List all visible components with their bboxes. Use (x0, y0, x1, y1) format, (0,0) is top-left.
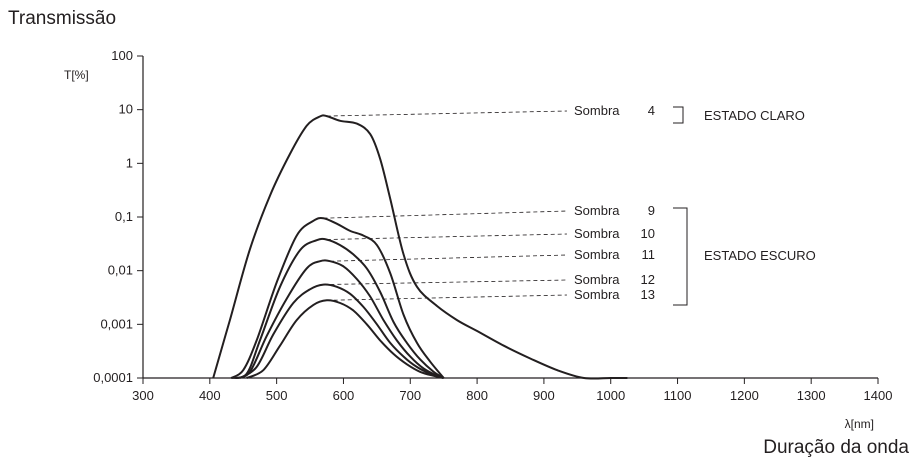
annotation-number: 4 (648, 103, 655, 118)
annotation-label: Sombra (574, 287, 620, 302)
x-tick-label: 400 (199, 388, 221, 403)
leader-line-sombra-10 (326, 233, 568, 240)
y-tick-label: 1 (126, 155, 133, 170)
leader-line-sombra-13 (326, 294, 568, 301)
y-axis-label: T[%] (64, 68, 89, 82)
x-tick-label: 1100 (664, 388, 692, 403)
bracket-estado-escuro (673, 207, 688, 306)
x-tick-label: 300 (132, 388, 154, 403)
y-tick-label: 0,001 (100, 316, 133, 331)
x-tick-label: 600 (333, 388, 355, 403)
y-tick-label: 0,0001 (93, 370, 133, 385)
annotation-number: 13 (641, 287, 655, 302)
series-line-sombra-9 (230, 216, 445, 379)
annotation-label: Sombra (574, 226, 620, 241)
x-tick-label: 700 (399, 388, 421, 403)
series-line-sombra-10 (230, 237, 445, 379)
leader-line-sombra-4 (326, 110, 568, 117)
series-line-sombra-13 (246, 299, 444, 379)
page-title: Transmissão (8, 8, 117, 29)
annotation-label: Sombra (574, 103, 620, 118)
leader-line-sombra-11 (330, 254, 568, 262)
annotation-label: Sombra (574, 272, 620, 287)
group-label-estado-claro: ESTADO CLARO (704, 108, 805, 123)
y-tick-label: 0,01 (108, 263, 133, 278)
annotation-label: Sombra (574, 203, 620, 218)
series-line-sombra-4 (212, 114, 628, 380)
annotation-number: 12 (641, 272, 655, 287)
y-tick-label: 10 (119, 102, 133, 117)
annotation-number: 11 (642, 247, 656, 262)
x-tick-label: 1400 (864, 388, 893, 403)
leader-line-sombra-9 (323, 210, 568, 219)
x-tick-label: 500 (266, 388, 288, 403)
x-axis-caption: Duração da onda (763, 437, 909, 458)
series-line-sombra-11 (236, 259, 445, 379)
leader-line-sombra-12 (323, 279, 568, 286)
y-tick-label: 100 (111, 48, 133, 63)
x-tick-label: 1300 (797, 388, 826, 403)
x-tick-label: 1200 (730, 388, 759, 403)
x-tick-label: 800 (466, 388, 488, 403)
x-tick-label: 900 (533, 388, 555, 403)
annotation-number: 10 (641, 226, 655, 241)
bracket-estado-claro (673, 106, 684, 124)
x-tick-label: 1000 (596, 388, 625, 403)
x-axis-label: λ[nm] (845, 417, 874, 431)
y-tick-label: 0,1 (115, 209, 133, 224)
annotation-number: 9 (648, 203, 655, 218)
series-line-sombra-12 (239, 283, 445, 379)
group-label-estado-escuro: ESTADO ESCURO (704, 248, 816, 263)
annotation-label: Sombra (574, 247, 620, 262)
